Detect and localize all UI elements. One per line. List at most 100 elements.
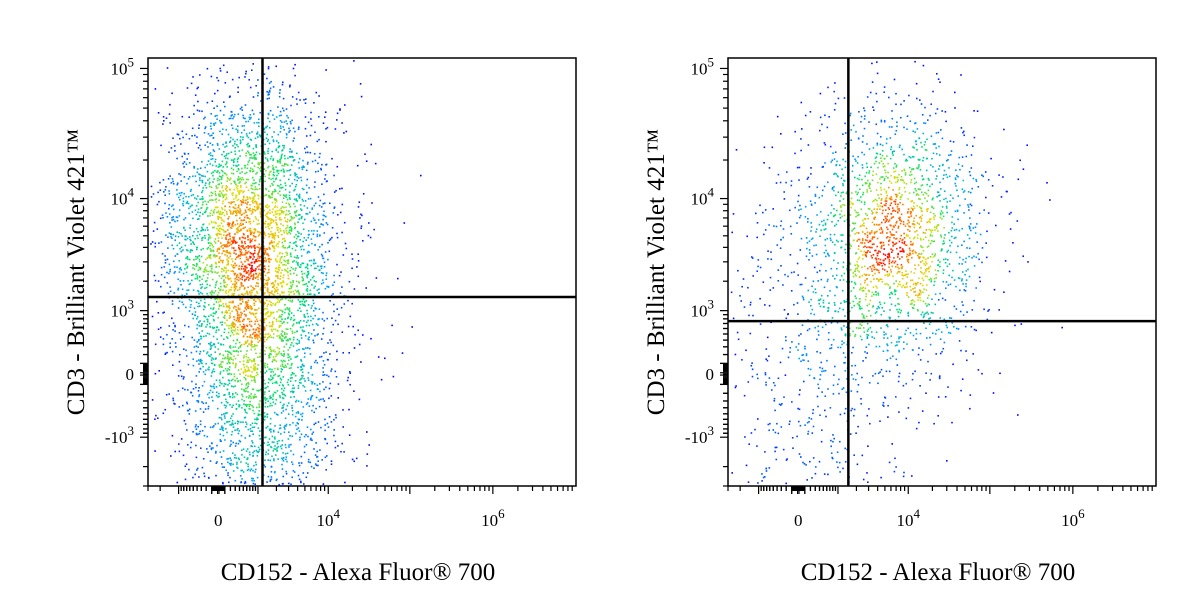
- event-dot: [293, 272, 295, 275]
- event-dot: [254, 369, 257, 371]
- event-dot: [216, 298, 219, 300]
- event-dot: [291, 409, 294, 412]
- event-dot: [206, 170, 209, 173]
- event-dot: [295, 267, 297, 269]
- event-dot: [225, 145, 228, 147]
- event-dot: [323, 400, 326, 402]
- event-dot: [277, 414, 279, 416]
- event-dot: [291, 216, 293, 219]
- event-dot: [170, 235, 172, 238]
- event-dot: [292, 345, 295, 347]
- event-dot: [171, 338, 173, 340]
- event-dot: [219, 289, 221, 292]
- event-dot: [306, 472, 309, 474]
- y-tick-label: 105: [111, 54, 135, 78]
- event-dot: [298, 292, 300, 295]
- event-dot: [245, 70, 247, 73]
- event-dot: [218, 248, 221, 251]
- event-dot: [242, 136, 244, 138]
- event-dot: [285, 423, 288, 426]
- event-dot: [165, 212, 167, 214]
- event-dot: [255, 374, 257, 377]
- event-dot: [360, 227, 362, 229]
- event-dot: [284, 182, 286, 184]
- event-dot: [215, 474, 217, 477]
- event-dot: [281, 463, 283, 466]
- event-dot: [244, 241, 246, 243]
- event-dot: [276, 161, 279, 163]
- event-dot: [249, 403, 252, 406]
- event-dot: [214, 256, 217, 258]
- event-dot: [266, 133, 268, 136]
- event-dot: [333, 434, 335, 437]
- event-dot: [233, 289, 236, 291]
- event-dot: [252, 477, 254, 480]
- event-dot: [234, 223, 237, 226]
- event-dot: [247, 382, 249, 384]
- event-dot: [203, 472, 205, 475]
- event-dot: [207, 160, 210, 162]
- event-dot: [283, 387, 286, 389]
- event-dot: [990, 157, 992, 160]
- event-dot: [210, 341, 212, 344]
- event-dot: [271, 245, 274, 247]
- event-dot: [214, 122, 217, 124]
- event-dot: [915, 427, 918, 430]
- event-dot: [287, 260, 290, 262]
- event-dot: [254, 334, 256, 337]
- event-dot: [232, 452, 234, 454]
- event-dot: [244, 242, 246, 245]
- event-dot: [253, 256, 255, 258]
- event-dot: [227, 257, 230, 259]
- event-dot: [260, 269, 262, 271]
- event-dot: [228, 327, 230, 330]
- event-dot: [212, 199, 214, 201]
- event-dot: [284, 364, 287, 367]
- event-dot: [251, 479, 253, 482]
- event-dot: [168, 151, 170, 153]
- event-dot: [277, 229, 279, 231]
- event-dot: [221, 153, 223, 156]
- event-dot: [317, 460, 319, 462]
- event-dot: [249, 277, 251, 280]
- event-dot: [232, 301, 234, 304]
- event-dot: [250, 154, 252, 156]
- event-dot: [354, 333, 356, 336]
- event-dot: [333, 281, 336, 283]
- event-dot: [202, 229, 204, 231]
- event-dot: [259, 288, 262, 291]
- event-dot: [732, 213, 735, 215]
- event-dot: [231, 78, 234, 81]
- event-dot: [299, 214, 301, 216]
- event-dot: [266, 312, 268, 315]
- event-dot: [271, 290, 273, 293]
- event-dot: [306, 276, 309, 279]
- event-dot: [200, 335, 203, 338]
- event-dot: [198, 302, 200, 305]
- event-dot: [198, 359, 200, 361]
- event-dot: [245, 355, 248, 358]
- event-dot: [184, 217, 187, 219]
- event-dot: [199, 74, 201, 76]
- event-dot: [231, 406, 233, 408]
- event-dot: [202, 365, 204, 368]
- event-dot: [270, 219, 272, 222]
- event-dot: [334, 370, 337, 373]
- event-dot: [201, 181, 204, 184]
- event-dot: [278, 352, 280, 354]
- event-dot: [295, 356, 298, 358]
- event-dot: [229, 351, 231, 354]
- event-dot: [234, 240, 237, 243]
- event-dot: [239, 177, 241, 180]
- event-dot: [288, 229, 291, 231]
- event-dot: [293, 293, 296, 295]
- event-dot: [220, 122, 223, 124]
- event-dot: [296, 230, 299, 233]
- event-dot: [278, 427, 281, 430]
- event-dot: [302, 166, 304, 169]
- event-dot: [771, 146, 774, 149]
- event-dot: [280, 320, 282, 323]
- event-dot: [223, 383, 226, 385]
- event-dot: [222, 190, 225, 192]
- event-dot: [249, 114, 252, 116]
